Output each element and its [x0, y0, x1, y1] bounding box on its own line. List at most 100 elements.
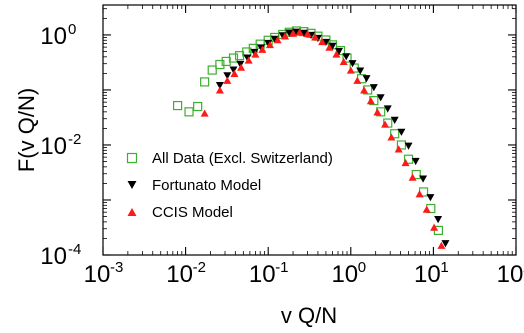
legend-label: Fortunato Model — [152, 177, 261, 194]
data-point — [396, 140, 407, 150]
y-axis-label: F(v Q/N) — [14, 88, 39, 172]
data-point — [332, 50, 341, 58]
data-point — [394, 145, 403, 153]
series-2 — [215, 28, 450, 248]
data-point — [383, 105, 392, 113]
data-point — [273, 36, 282, 44]
data-point — [303, 29, 312, 38]
data-point — [321, 38, 330, 47]
data-point — [360, 86, 369, 94]
legend-marker — [127, 180, 137, 190]
y-tick-exponent: -4 — [68, 241, 81, 258]
y-tick-label: 10 — [40, 243, 67, 270]
data-point — [401, 158, 410, 167]
data-point — [376, 94, 385, 102]
data-point — [285, 29, 294, 37]
data-point — [335, 47, 344, 56]
data-point — [207, 65, 217, 75]
legend-marker — [127, 207, 137, 217]
data-point — [348, 60, 357, 68]
data-point — [366, 97, 375, 105]
data-point — [422, 205, 431, 213]
data-point — [441, 240, 450, 248]
data-point — [184, 107, 194, 117]
data-point — [434, 215, 443, 224]
data-point — [295, 28, 304, 36]
data-point — [390, 129, 400, 139]
data-point — [311, 33, 320, 41]
data-point — [397, 128, 406, 136]
data-point — [342, 53, 351, 61]
x-axis-label: v Q/N — [281, 303, 337, 328]
legend-label: CCIS Model — [152, 204, 233, 221]
data-point — [415, 190, 424, 198]
data-point — [221, 56, 231, 67]
data-point — [318, 37, 327, 46]
x-tick-label: 10 — [414, 261, 441, 288]
x-tick-exponent: -2 — [193, 259, 206, 276]
data-point — [172, 100, 183, 111]
data-point — [390, 116, 399, 124]
legend-item: CCIS Model — [127, 204, 233, 221]
data-point — [437, 241, 446, 249]
x-tick-label: 10 — [497, 261, 524, 288]
data-point — [387, 133, 396, 141]
data-point — [193, 101, 203, 112]
data-point — [228, 53, 239, 63]
legend-marker — [126, 152, 138, 164]
data-point — [270, 35, 279, 43]
data-point — [408, 173, 417, 181]
data-point — [381, 120, 390, 128]
x-tick-label: 10 — [166, 261, 193, 288]
data-point — [281, 32, 290, 40]
data-point — [356, 67, 365, 75]
data-point — [328, 42, 337, 50]
data-point — [292, 28, 301, 36]
series-3 — [200, 28, 446, 249]
x-tick-exponent: -3 — [110, 259, 123, 276]
data-point — [430, 223, 439, 231]
legend-item: Fortunato Model — [127, 177, 261, 194]
data-point — [244, 56, 253, 64]
x-tick-exponent: 0 — [358, 259, 366, 276]
data-point — [223, 72, 232, 80]
data-point — [229, 66, 238, 74]
data-point — [373, 108, 382, 116]
data-point — [339, 57, 348, 66]
legend-item: All Data (Excl. Switzerland) — [126, 150, 333, 167]
data-point — [404, 142, 413, 150]
x-tick-label: 10 — [331, 261, 358, 288]
data-point — [243, 54, 252, 62]
data-point — [369, 84, 378, 92]
plot-frame — [102, 4, 517, 256]
data-point — [299, 29, 308, 37]
data-point — [258, 45, 267, 53]
data-point — [200, 109, 209, 117]
y-tick-label: 10 — [40, 133, 67, 160]
data-point — [237, 63, 246, 71]
data-point — [426, 194, 435, 202]
data-point — [251, 50, 260, 58]
y-tick-exponent: 0 — [68, 21, 76, 38]
data-point — [346, 66, 355, 74]
data-point — [265, 40, 274, 49]
y-tick-exponent: -2 — [68, 131, 81, 148]
y-tick-label: 10 — [40, 23, 67, 50]
data-point — [411, 157, 420, 166]
data-point — [325, 43, 334, 51]
data-point — [236, 60, 245, 69]
data-point — [419, 175, 428, 183]
x-tick-label: 10 — [249, 261, 276, 288]
data-point — [353, 76, 362, 84]
x-tick-exponent: -1 — [275, 259, 288, 276]
x-tick-label: 10 — [84, 261, 111, 288]
data-point — [230, 69, 239, 77]
data-point — [215, 86, 224, 94]
legend-label: All Data (Excl. Switzerland) — [152, 150, 333, 167]
data-point — [215, 81, 224, 90]
data-point — [362, 75, 371, 83]
data-point — [215, 59, 225, 70]
data-point — [289, 29, 298, 37]
x-tick-exponent: 1 — [440, 259, 448, 276]
